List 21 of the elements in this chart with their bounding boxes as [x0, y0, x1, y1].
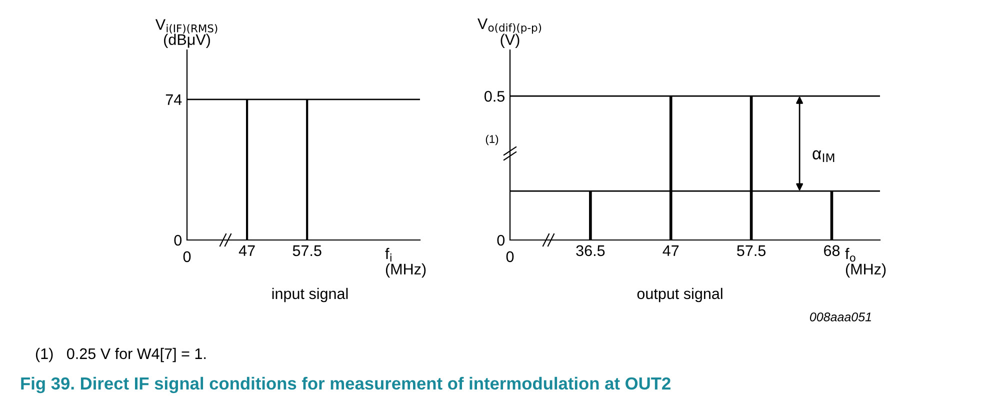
annotation: α$_{IM}$ [812, 150, 834, 162]
text: 008aaa051 [810, 312, 871, 322]
y-axis-title: V$_{o(dif)(p-p)}$ (V) [478, 18, 542, 48]
x-tick-label: 57.5 [737, 245, 766, 256]
x-tick-label: 47 [662, 245, 679, 256]
y-tick-label: 0.5 [484, 90, 504, 102]
text: (1) [486, 134, 498, 146]
text: input signal [272, 288, 348, 302]
y-axis-title: V$_{i(IF)(RMS)}$ (dBμV) [155, 19, 218, 48]
x-axis-title: f$_{i}$ (MHz) [385, 248, 426, 278]
y-tick-label: 74 [166, 94, 182, 105]
text: output signal [637, 288, 722, 302]
x-axis-title: f$_{o}$ (MHz) [845, 248, 886, 278]
text: 0 [506, 251, 514, 262]
x-tick-label: 57.5 [292, 245, 322, 256]
text: 0 [183, 251, 191, 262]
text: (1) 0.25 V for W4[7] = 1. [36, 348, 206, 362]
x-tick-label: 68 [824, 245, 840, 256]
x-tick-label: 47 [238, 245, 255, 256]
x-tick-label: 36.5 [576, 245, 605, 256]
text: Fig 39. Direct IF signal conditions for measurement of intermodulation at OUT2 [21, 376, 670, 394]
